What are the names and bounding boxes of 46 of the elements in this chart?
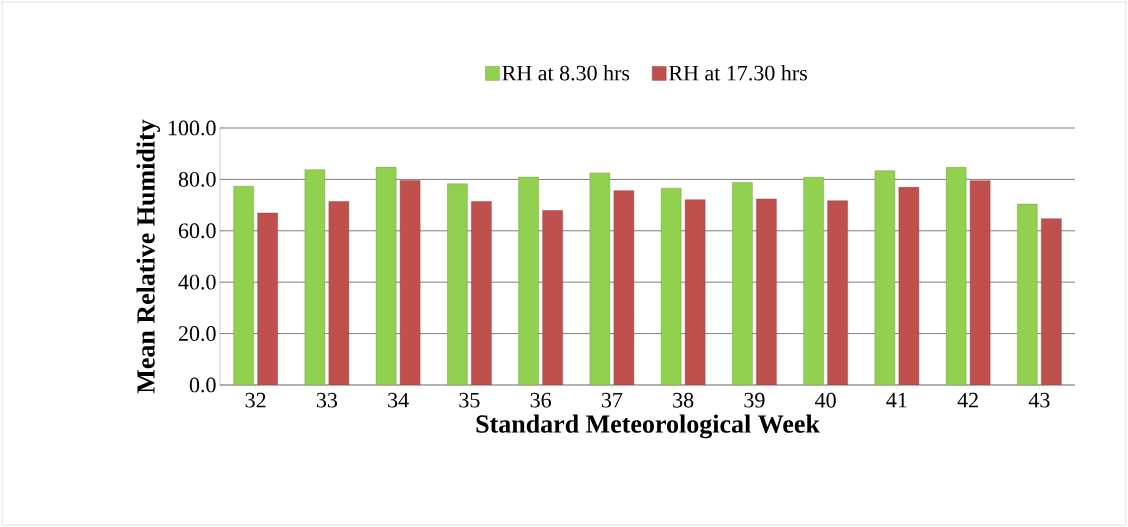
- x-tick-label: 35: [459, 392, 480, 408]
- legend-label: RH at 8.30 hrs: [502, 65, 630, 81]
- bar: [613, 190, 635, 385]
- bar: [684, 199, 706, 385]
- x-tick-label: 43: [1028, 392, 1050, 408]
- bar: [233, 186, 254, 385]
- y-tick-label: 80.0: [178, 171, 216, 187]
- bar: [257, 212, 278, 385]
- x-tick-label: 39: [744, 392, 765, 408]
- bar: [375, 166, 397, 385]
- bar: [827, 200, 848, 385]
- x-tick-label: 36: [530, 392, 551, 408]
- bar: [304, 169, 326, 385]
- bar: [1017, 203, 1038, 385]
- x-tick-label: 42: [957, 392, 978, 408]
- bar: [945, 167, 967, 385]
- x-tick-label: 32: [245, 392, 266, 408]
- x-tick-label: 37: [601, 392, 623, 408]
- x-tick-label: 34: [388, 392, 409, 408]
- bar: [660, 187, 682, 385]
- bar: [399, 180, 421, 385]
- x-tick-label: 38: [673, 392, 694, 408]
- y-tick-label: 60.0: [178, 223, 216, 239]
- bar: [542, 210, 563, 385]
- bar: [447, 183, 468, 385]
- bar: [471, 201, 492, 385]
- x-tick-label: 33: [316, 392, 338, 408]
- bar: [589, 172, 611, 385]
- bar: [898, 187, 920, 385]
- bar: [1041, 218, 1062, 385]
- legend-label: RH at 17.30 hrs: [669, 65, 807, 81]
- bar: [518, 176, 539, 385]
- bar: [756, 198, 777, 385]
- bar: [874, 170, 896, 385]
- bar: [732, 182, 753, 385]
- bar: [969, 180, 991, 385]
- y-tick-label: 100.0: [168, 120, 216, 136]
- x-axis-title: Standard Meteorological Week: [476, 414, 820, 439]
- y-axis-title: Mean Relative Humidity: [136, 119, 161, 394]
- y-tick-label: 40.0: [178, 274, 216, 290]
- bar: [328, 201, 350, 385]
- x-tick-label: 40: [815, 392, 836, 408]
- y-tick-label: 20.0: [178, 326, 216, 342]
- y-tick-label: 0.0: [189, 377, 216, 393]
- bar: [803, 177, 824, 385]
- x-tick-label: 41: [886, 392, 907, 408]
